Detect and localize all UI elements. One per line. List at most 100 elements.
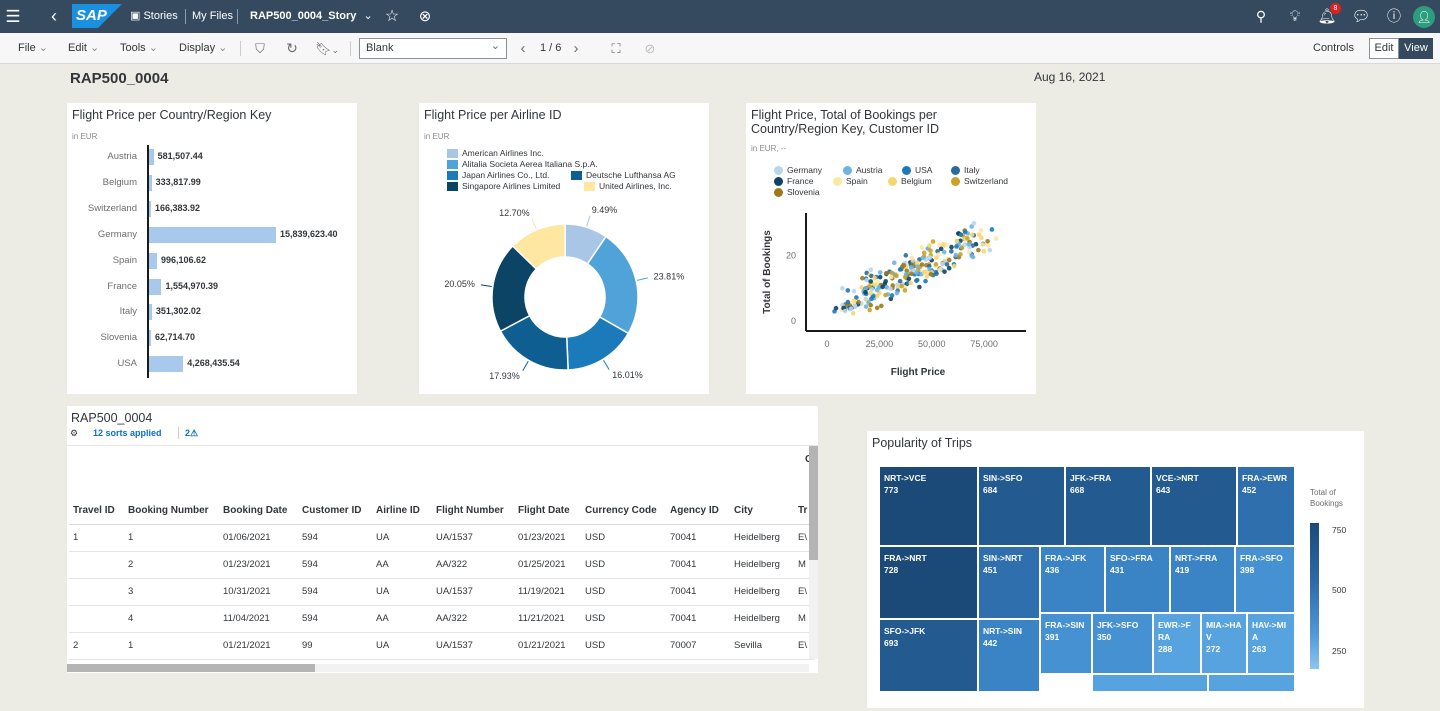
treemap-tile[interactable] bbox=[1092, 674, 1208, 692]
table-cell[interactable]: Heidelberg bbox=[730, 578, 794, 606]
table-row[interactable]: 3 10/31/2021 594 UA UA/1537 11/19/2021 USD 7004… bbox=[69, 578, 814, 606]
table-cell[interactable]: UA/1537 bbox=[432, 578, 514, 606]
column-header[interactable]: Agency ID bbox=[666, 498, 730, 525]
my-files-link[interactable]: My Files bbox=[192, 10, 233, 22]
page-select[interactable]: Blank ⌄ bbox=[359, 38, 507, 59]
table-cell[interactable]: Heidelberg bbox=[730, 605, 794, 633]
table-row[interactable]: 2 01/23/2021 594 AA AA/322 01/25/2021 USD 70041… bbox=[69, 551, 814, 579]
table-cell[interactable]: 01/06/2021 bbox=[219, 524, 298, 552]
view-button[interactable]: View bbox=[1399, 38, 1433, 59]
table-row[interactable]: 2 1 01/21/2021 99 UA UA/1537 01/21/2021 USD 7000… bbox=[69, 632, 814, 660]
table-cell[interactable]: 2 bbox=[124, 551, 219, 579]
table-cell[interactable]: 70041 bbox=[666, 578, 730, 606]
table-cell[interactable]: 594 bbox=[298, 605, 372, 633]
bar[interactable] bbox=[149, 278, 162, 295]
menu-edit[interactable]: Edit ⌄ bbox=[68, 33, 99, 64]
treemap-tile[interactable]: SFO->FRA 431 bbox=[1105, 546, 1170, 613]
filter-icon[interactable]: ⛉ bbox=[255, 41, 265, 56]
table-cell[interactable]: 1 bbox=[69, 524, 124, 552]
lightbulb-icon[interactable]: 💡︎ bbox=[1289, 8, 1301, 25]
table-cell[interactable]: USD bbox=[581, 605, 666, 633]
table-cell[interactable]: 10/31/2021 bbox=[219, 578, 298, 606]
column-header[interactable]: Booking Number bbox=[124, 498, 219, 525]
table-cell[interactable]: USD bbox=[581, 524, 666, 552]
table-cell[interactable]: UA bbox=[372, 632, 432, 660]
discussions-icon[interactable]: 💬︎ bbox=[1351, 8, 1371, 25]
warnings-indicator[interactable]: 2⚠ bbox=[185, 428, 198, 439]
table-cell[interactable]: Heidelberg bbox=[730, 551, 794, 579]
table-cell[interactable]: Sevilla bbox=[730, 632, 794, 660]
column-header[interactable]: Flight Date bbox=[514, 498, 581, 525]
treemap-tile[interactable]: FRA->EWR 452 bbox=[1237, 466, 1295, 546]
table-cell[interactable]: 11/04/2021 bbox=[219, 605, 298, 633]
bar[interactable] bbox=[149, 356, 184, 373]
table-cell[interactable] bbox=[69, 605, 124, 633]
hierarchy-icon[interactable]: ⚙ bbox=[70, 428, 79, 438]
table-cell[interactable]: UA/1537 bbox=[432, 524, 514, 552]
bar-chart-card[interactable]: Flight Price per Country/Region Key in E… bbox=[67, 103, 357, 394]
table-cell[interactable]: UA bbox=[372, 524, 432, 552]
back-icon[interactable]: ‹ bbox=[51, 6, 57, 26]
table-cell[interactable]: 3 bbox=[124, 578, 219, 606]
horizontal-scrollbar[interactable] bbox=[67, 664, 809, 672]
column-header[interactable]: Booking Date bbox=[219, 498, 298, 525]
table-cell[interactable] bbox=[69, 551, 124, 579]
bookmark-icon[interactable]: 🔖︎⌄ bbox=[314, 41, 340, 56]
story-title[interactable]: RAP500_0004_Story ⌄ bbox=[250, 0, 373, 33]
table-cell[interactable]: 01/23/2021 bbox=[219, 551, 298, 579]
table-cell[interactable]: 70007 bbox=[666, 632, 730, 660]
previous-page-icon[interactable]: ‹ bbox=[520, 40, 526, 57]
treemap-tile[interactable]: HAV->MIA 263 bbox=[1247, 613, 1295, 674]
treemap-tile[interactable]: NRT->VCE 773 bbox=[879, 466, 978, 546]
table-cell[interactable]: USD bbox=[581, 632, 666, 660]
horizontal-scroll-thumb[interactable] bbox=[67, 664, 315, 672]
sorts-applied-link[interactable]: 12 sorts applied bbox=[93, 428, 162, 438]
bar[interactable] bbox=[149, 252, 157, 269]
close-circle-icon[interactable]: ⊗ bbox=[418, 8, 432, 25]
treemap-tile[interactable] bbox=[1208, 674, 1295, 692]
treemap-tile[interactable]: SIN->NRT 451 bbox=[978, 546, 1040, 619]
table-cell[interactable]: 11/19/2021 bbox=[514, 578, 581, 606]
table-cell[interactable]: 01/25/2021 bbox=[514, 551, 581, 579]
treemap-tile[interactable]: SIN->SFO 684 bbox=[978, 466, 1065, 546]
table-cell[interactable]: 70041 bbox=[666, 605, 730, 633]
table-cell[interactable]: AA bbox=[372, 605, 432, 633]
sap-logo[interactable]: SAP bbox=[72, 4, 122, 28]
table-cell[interactable]: UA/1537 bbox=[432, 632, 514, 660]
menu-file[interactable]: File ⌄ bbox=[18, 33, 48, 64]
table-cell[interactable]: 1 bbox=[124, 524, 219, 552]
table-cell[interactable]: AA bbox=[372, 551, 432, 579]
treemap-tile[interactable]: JFK->FRA 668 bbox=[1065, 466, 1151, 546]
table-cell[interactable]: 594 bbox=[298, 524, 372, 552]
column-header[interactable]: Travel ID bbox=[69, 498, 124, 525]
table-card[interactable]: RAP500_0004 ⚙ 12 sorts applied 2⚠ C Trav… bbox=[67, 406, 818, 673]
treemap-tile[interactable]: NRT->SIN 442 bbox=[978, 619, 1040, 692]
table-cell[interactable]: 01/21/2021 bbox=[514, 632, 581, 660]
table-cell[interactable]: 70041 bbox=[666, 551, 730, 579]
column-header[interactable]: Customer ID bbox=[298, 498, 372, 525]
table-row[interactable]: 4 11/04/2021 594 AA AA/322 11/21/2021 USD 70041… bbox=[69, 605, 814, 633]
table-cell[interactable]: 594 bbox=[298, 578, 372, 606]
treemap-card[interactable]: Popularity of Trips NRT->VCE 773 SIN->SFO 6… bbox=[867, 431, 1364, 708]
table-cell[interactable] bbox=[69, 578, 124, 606]
vertical-scrollbar[interactable] bbox=[809, 446, 818, 659]
bar[interactable] bbox=[149, 149, 154, 165]
treemap-tile[interactable]: FRA->JFK 436 bbox=[1040, 546, 1105, 613]
refresh-icon[interactable]: ↻ bbox=[286, 40, 298, 56]
menu-display[interactable]: Display ⌄ bbox=[179, 33, 227, 64]
edit-button[interactable]: Edit bbox=[1369, 38, 1399, 59]
bar[interactable] bbox=[149, 304, 152, 321]
table-cell[interactable]: 70041 bbox=[666, 524, 730, 552]
favorite-star-icon[interactable]: ☆ bbox=[384, 8, 400, 25]
next-page-icon[interactable]: › bbox=[573, 40, 579, 57]
table-cell[interactable]: 01/21/2021 bbox=[219, 632, 298, 660]
column-header[interactable]: Currency Code bbox=[581, 498, 666, 525]
column-header[interactable]: Airline ID bbox=[372, 498, 432, 525]
compass-icon[interactable]: ⊘ bbox=[644, 41, 656, 56]
donut-slice[interactable] bbox=[511, 223, 566, 271]
table-cell[interactable]: 4 bbox=[124, 605, 219, 633]
treemap-tile[interactable]: JFK->SFO 350 bbox=[1092, 613, 1153, 674]
table-cell[interactable]: 594 bbox=[298, 551, 372, 579]
table-row[interactable]: 1 1 01/06/2021 594 UA UA/1537 01/23/2021 USD 700… bbox=[69, 524, 814, 552]
treemap-tile[interactable]: NRT->FRA 419 bbox=[1170, 546, 1235, 613]
